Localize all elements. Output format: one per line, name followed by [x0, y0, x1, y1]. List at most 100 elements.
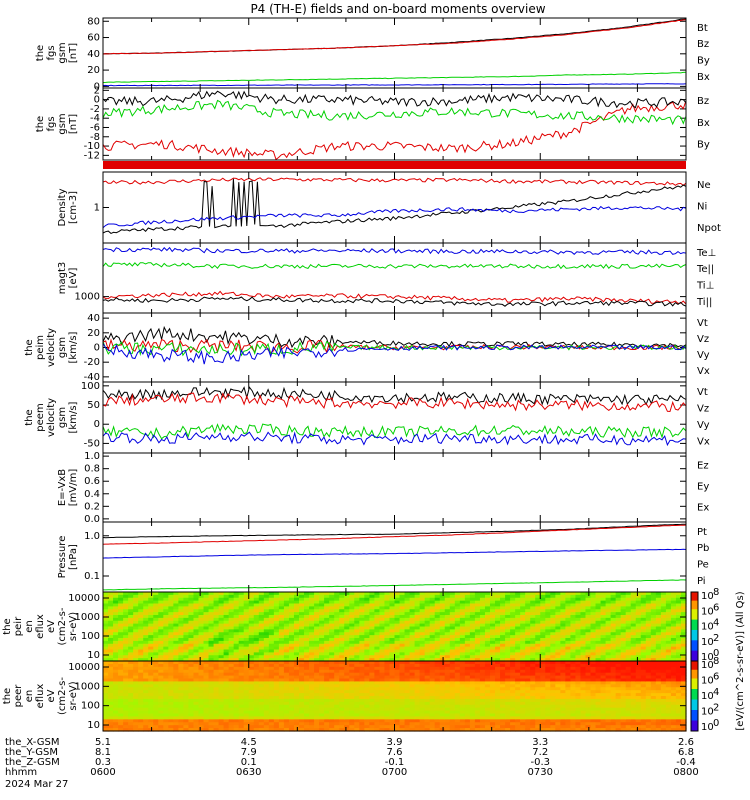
spectrogram-cell	[153, 600, 159, 605]
spectrogram-cell	[389, 722, 396, 726]
spectrogram-cell	[203, 669, 210, 674]
spectrogram-cell	[590, 638, 597, 642]
spectrogram-cell	[183, 626, 190, 630]
spectrogram-cell	[570, 638, 577, 642]
spectrogram-cell	[228, 638, 235, 642]
spectrogram-cell	[319, 728, 325, 732]
spectrogram-cell	[133, 661, 139, 665]
spectrogram-cell	[143, 666, 149, 671]
spectrogram-cell	[369, 701, 375, 706]
spectrogram-cell	[118, 617, 124, 622]
spectrogram-cell	[374, 626, 381, 630]
spectrogram-cell	[118, 675, 124, 680]
spectrogram-cell	[500, 632, 506, 636]
spectrogram-cell	[399, 690, 406, 694]
spectrogram-cell	[625, 612, 632, 616]
spectrogram-cell	[364, 592, 370, 596]
spectrogram-cell	[520, 649, 526, 653]
spectrogram-cell	[500, 606, 506, 610]
spectrogram-cell	[459, 626, 466, 630]
spectrogram-cell	[389, 638, 396, 642]
y-axis-label: fgs	[46, 45, 57, 60]
spectrogram-cell	[540, 615, 546, 619]
spectrogram-cell	[283, 620, 290, 625]
spectrogram-cell	[103, 666, 109, 671]
spectrogram-cell	[268, 696, 275, 700]
spectrogram-cell	[364, 623, 370, 628]
spectrogram-cell	[359, 710, 365, 715]
spectrogram-cell	[329, 606, 335, 610]
spectrogram-cell	[263, 725, 270, 729]
spectrogram-cell	[369, 646, 375, 651]
spectrogram-cell	[123, 638, 129, 642]
spectrogram-cell	[474, 612, 481, 616]
spectrogram-cell	[314, 693, 320, 697]
spectrogram-cell	[414, 612, 421, 616]
y-axis-label: Pressure	[57, 536, 68, 579]
spectrogram-cell	[439, 600, 446, 605]
spectrogram-cell	[208, 646, 215, 651]
spectrogram-cell	[253, 704, 260, 709]
spectrogram-cell	[585, 606, 592, 610]
spectrogram-cell	[349, 719, 355, 723]
spectrogram-cell	[349, 663, 355, 668]
spectrogram-cell	[484, 594, 491, 599]
spectrogram-cell	[263, 597, 270, 602]
spectrogram-cell	[459, 594, 466, 599]
spectrogram-cell	[183, 617, 190, 622]
spectrogram-cell	[560, 606, 566, 610]
spectrogram-cell	[293, 663, 300, 668]
spectrogram-cell	[469, 649, 476, 653]
spectrogram-cell	[218, 675, 225, 680]
spectrogram-cell	[620, 632, 627, 636]
spectrogram-cell	[118, 696, 124, 700]
spectrogram-cell	[198, 690, 205, 694]
spectrogram-cell	[399, 635, 406, 639]
spectrogram-cell	[645, 615, 652, 619]
spectrogram-cell	[620, 620, 627, 625]
spectrogram-cell	[113, 687, 119, 691]
spectrogram-cell	[288, 690, 295, 694]
spectrogram-cell	[424, 663, 431, 668]
spectrogram-cell	[334, 704, 340, 709]
spectrogram-cell	[309, 638, 315, 642]
spectrogram-cell	[213, 623, 220, 628]
spectrogram-cell	[158, 640, 164, 645]
spectrogram-cell	[208, 725, 215, 729]
spectrogram-cell	[324, 672, 330, 677]
spectrogram-cell	[334, 640, 340, 645]
spectrogram-cell	[228, 649, 235, 653]
spectrogram-cell	[148, 710, 154, 715]
spectrogram-cell	[530, 600, 536, 605]
spectrogram-cell	[339, 728, 345, 732]
spectrogram-cell	[555, 638, 561, 642]
spectrogram-cell	[369, 649, 375, 653]
spectrogram-cell	[319, 617, 325, 622]
spectrogram-cell	[228, 728, 235, 732]
y-axis-label: the	[24, 339, 35, 355]
spectrogram-cell	[163, 696, 169, 700]
spectrogram-cell	[505, 606, 511, 610]
spectrogram-cell	[153, 623, 159, 628]
spectrogram-cell	[268, 617, 275, 622]
spectrogram-cell	[128, 623, 134, 628]
spectrogram-cell	[258, 684, 265, 688]
spectrogram-cell	[128, 655, 134, 659]
spectrogram-cell	[540, 597, 546, 602]
spectrogram-cell	[570, 652, 577, 656]
spectrogram-cell	[349, 713, 355, 718]
spectrogram-cell	[424, 687, 431, 691]
spectrogram-cell	[293, 646, 300, 651]
spectrogram-cell	[399, 710, 406, 715]
spectrogram-cell	[178, 626, 185, 630]
spectrogram-cell	[314, 698, 320, 703]
spectrogram-cell	[399, 629, 406, 633]
spectrogram-cell	[359, 661, 365, 665]
spectrogram-cell	[243, 615, 250, 619]
spectrogram-cell	[278, 620, 285, 625]
spectrogram-cell	[288, 658, 295, 662]
spectrogram-cell	[414, 704, 421, 709]
spectrogram-cell	[158, 678, 164, 683]
spectrogram-cell	[223, 606, 230, 610]
